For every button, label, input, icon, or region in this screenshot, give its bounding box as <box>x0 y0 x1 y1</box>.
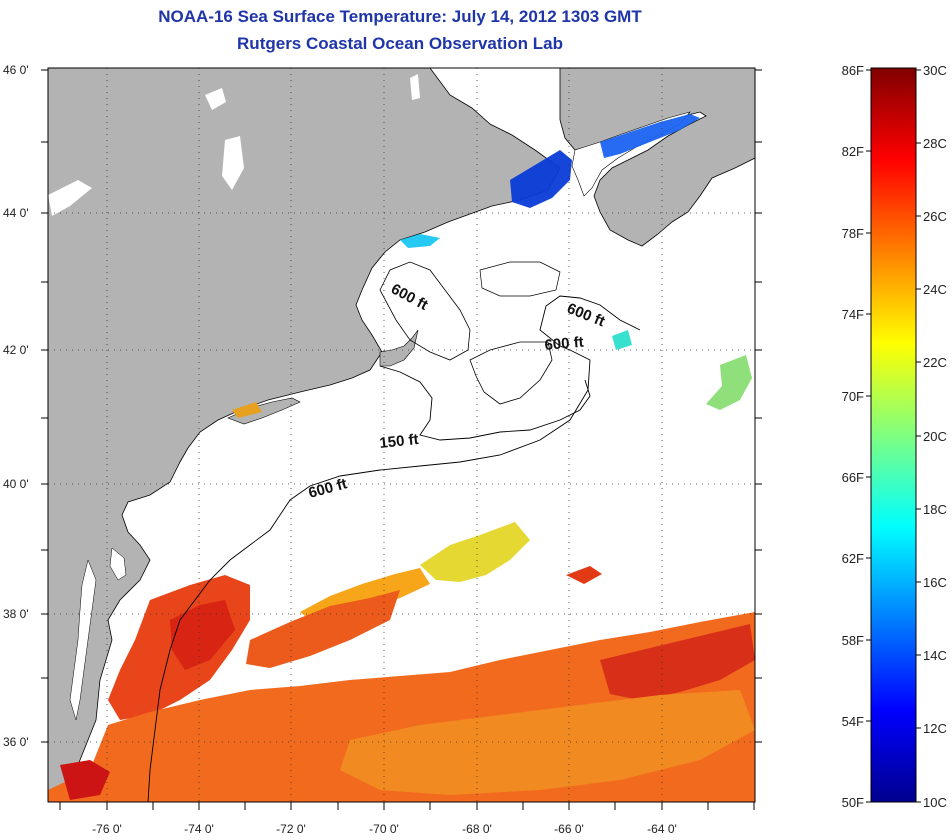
colorbar-c-label: 26C <box>923 209 947 224</box>
colorbar-c-label: 18C <box>923 502 947 517</box>
map-subtitle: Rutgers Coastal Ocean Observation Lab <box>237 34 563 53</box>
colorbar-f-label: 74F <box>842 307 864 322</box>
lat-label: 36 0' <box>3 735 29 749</box>
colorbar-c-label: 12C <box>923 721 947 736</box>
colorbar-f-label: 82F <box>842 144 864 159</box>
isobath-600ft-gom <box>379 261 471 361</box>
sst-warm-patch <box>232 402 262 418</box>
colorbar-c-label: 28C <box>923 136 947 151</box>
sst-warm-patch <box>706 355 752 410</box>
colorbar-f-label: 62F <box>842 551 864 566</box>
colorbar-f-label: 86F <box>842 63 864 78</box>
sst-hot-region <box>60 760 110 800</box>
colorbar-f-label: 54F <box>842 714 864 729</box>
lon-label: -70 0' <box>369 822 399 836</box>
lake <box>222 136 244 190</box>
map-title: NOAA-16 Sea Surface Temperature: July 14… <box>158 7 642 26</box>
lat-label: 40 0' <box>3 477 29 491</box>
isobath-600ft-shelf <box>147 295 641 802</box>
colorbar-f-label: 78F <box>842 226 864 241</box>
sst-hot-region <box>600 624 755 700</box>
map-frame <box>47 67 756 803</box>
colorbar <box>870 67 917 803</box>
lake <box>205 88 226 110</box>
colorbar-f-label: 50F <box>842 795 864 810</box>
colorbar-c-label: 20C <box>923 429 947 444</box>
sst-cool-patch <box>400 234 440 248</box>
isobath-600ft-gom <box>469 341 553 405</box>
lon-label: -64 0' <box>647 822 677 836</box>
lon-label: -74 0' <box>184 822 214 836</box>
lat-label: 42 0' <box>3 343 29 357</box>
sst-cold-patch <box>600 114 700 158</box>
isobath-label: 600 ft <box>544 334 585 354</box>
colorbar-c-label: 10C <box>923 795 947 810</box>
sst-cold-patch <box>510 150 572 208</box>
colorbar-c-label: 30C <box>923 63 947 78</box>
lon-label: -66 0' <box>554 822 584 836</box>
lat-label: 46 0' <box>3 63 29 77</box>
lat-label: 38 0' <box>3 607 29 621</box>
lon-label: -76 0' <box>92 822 122 836</box>
colorbar-c-label: 24C <box>923 282 947 297</box>
isobath-150ft <box>379 365 591 441</box>
lat-label: 44 0' <box>3 206 29 220</box>
colorbar-f-label: 66F <box>842 470 864 485</box>
colorbar-f-label: 58F <box>842 633 864 648</box>
graticule <box>48 68 755 802</box>
lon-label: -68 0' <box>462 822 492 836</box>
sst-cool-patch <box>612 330 632 350</box>
sst-hot-region <box>246 590 400 668</box>
chesapeake-bay <box>69 559 97 721</box>
lon-label: -72 0' <box>276 822 306 836</box>
land-cape-cod <box>379 329 419 367</box>
colorbar-c-label: 14C <box>923 648 947 663</box>
colorbar-c-label: 22C <box>923 355 947 370</box>
lake <box>410 74 420 100</box>
colorbar-c-label: 16C <box>923 575 947 590</box>
delaware-bay <box>109 547 127 581</box>
sst-hot-region <box>340 690 755 795</box>
sst-warm-band <box>420 522 530 582</box>
isobath-label: 150 ft <box>379 431 420 452</box>
colorbar-f-label: 70F <box>842 389 864 404</box>
lake <box>48 180 92 216</box>
sst-hot-patch <box>566 566 602 584</box>
isobath-600ft-gom <box>479 261 561 297</box>
sst-hot-region <box>170 600 235 670</box>
